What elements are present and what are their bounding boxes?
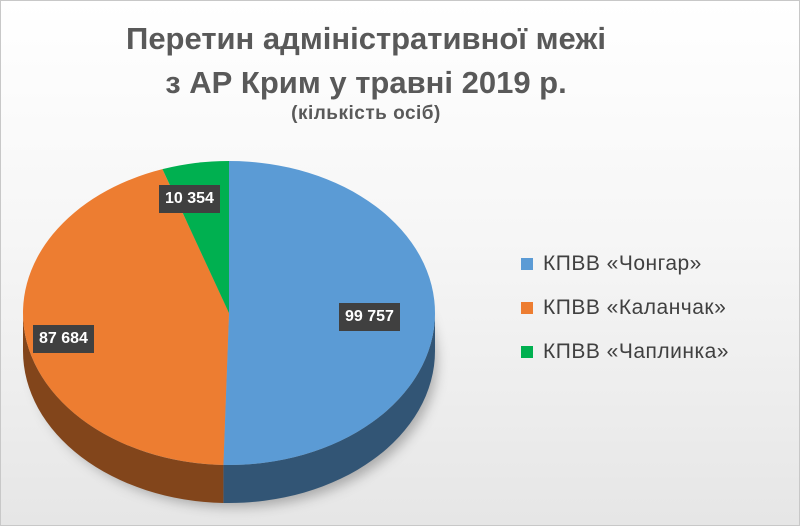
legend-item-2: КПВВ «Чаплинка»: [521, 337, 729, 367]
chart-title-line-1: Перетин адміністративної межі: [126, 21, 606, 56]
chart-title-line-2: з АР Крим у травні 2019 р.: [165, 65, 567, 100]
chart-subtitle: (кількість осіб): [291, 103, 441, 124]
legend-text-1: КПВВ «Каланчак»: [543, 296, 727, 319]
legend-item-1: КПВВ «Каланчак»: [521, 293, 729, 323]
data-label-text-2: 10 354: [159, 185, 220, 213]
data-label-2: 10 354: [159, 185, 220, 213]
pie-slice-1: [22, 169, 229, 465]
legend-swatch-2: [521, 346, 533, 358]
data-label-1: 87 684: [33, 325, 94, 353]
pie-side-1: [23, 313, 224, 503]
legend-swatch-0: [521, 258, 533, 270]
data-label-0: 99 757: [339, 303, 400, 331]
legend-text-0: КПВВ «Чонгар»: [543, 252, 702, 275]
data-label-text-1: 87 684: [33, 325, 94, 353]
legend-swatch-1: [521, 302, 533, 314]
legend-item-0: КПВВ «Чонгар»: [521, 249, 729, 279]
pie-slice-0: [223, 161, 435, 465]
pie-side-0: [223, 313, 435, 503]
data-label-text-0: 99 757: [339, 303, 400, 331]
legend: КПВВ «Чонгар» КПВВ «Каланчак» КПВВ «Чаплин…: [521, 249, 729, 381]
legend-text-2: КПВВ «Чаплинка»: [543, 340, 729, 363]
chart-title: Перетин адміністративної межі з АР Крим …: [41, 17, 691, 105]
